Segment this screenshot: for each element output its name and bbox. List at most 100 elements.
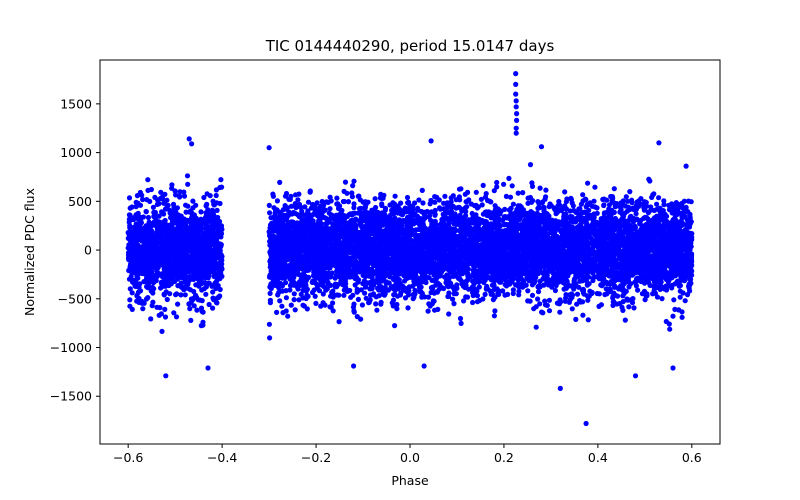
data-point xyxy=(454,282,460,288)
data-point xyxy=(173,314,180,320)
data-point xyxy=(270,191,276,197)
data-point xyxy=(178,292,184,298)
data-point xyxy=(162,206,169,212)
data-point xyxy=(494,184,500,190)
data-point xyxy=(190,198,196,204)
data-point xyxy=(535,296,541,302)
data-point xyxy=(169,182,175,188)
data-point xyxy=(563,206,570,212)
data-point xyxy=(214,300,220,306)
data-point xyxy=(181,193,188,199)
data-point xyxy=(127,297,133,303)
data-point xyxy=(148,186,154,193)
data-point xyxy=(356,269,363,275)
data-point xyxy=(295,197,301,203)
data-point xyxy=(502,292,508,298)
data-point xyxy=(389,300,395,306)
data-point xyxy=(327,194,333,200)
data-point xyxy=(126,195,133,201)
data-point xyxy=(204,201,210,207)
data-point xyxy=(289,211,295,217)
data-point xyxy=(177,189,183,195)
data-point xyxy=(267,210,273,216)
data-point xyxy=(626,304,632,310)
data-point xyxy=(214,207,220,213)
data-point xyxy=(645,209,652,215)
data-point xyxy=(410,296,416,302)
data-point xyxy=(182,292,188,298)
data-point xyxy=(680,290,686,296)
data-point xyxy=(416,197,422,203)
data-point xyxy=(203,291,209,297)
data-point xyxy=(557,309,563,315)
data-point xyxy=(622,317,628,323)
data-point xyxy=(434,194,440,200)
data-point xyxy=(335,201,341,207)
data-point xyxy=(529,292,536,298)
data-point xyxy=(428,285,434,291)
data-point xyxy=(217,286,223,293)
data-point xyxy=(287,287,293,293)
data-point xyxy=(604,291,610,297)
data-point xyxy=(461,298,467,304)
data-point xyxy=(285,313,291,319)
data-point xyxy=(470,299,476,306)
data-point xyxy=(183,209,189,215)
data-points xyxy=(125,71,695,427)
data-point xyxy=(667,326,673,332)
data-point xyxy=(651,215,658,221)
data-point xyxy=(279,303,285,309)
data-point xyxy=(501,181,507,187)
data-point xyxy=(503,277,509,284)
data-point xyxy=(296,201,303,208)
data-point xyxy=(627,189,633,195)
data-point xyxy=(450,296,456,302)
data-point xyxy=(350,183,356,189)
data-point xyxy=(185,181,191,187)
data-point xyxy=(425,308,431,314)
data-point xyxy=(288,302,294,308)
data-point xyxy=(516,292,522,298)
data-point xyxy=(363,295,369,301)
data-point xyxy=(533,324,539,330)
data-point xyxy=(291,297,297,303)
data-point xyxy=(145,177,151,183)
data-point xyxy=(341,212,347,219)
data-point xyxy=(349,190,355,196)
data-point xyxy=(148,316,154,322)
data-point xyxy=(135,275,141,281)
data-point xyxy=(609,194,616,200)
data-point xyxy=(670,313,676,319)
data-point xyxy=(379,201,385,207)
data-point xyxy=(207,193,213,199)
data-point xyxy=(463,213,469,219)
data-point xyxy=(682,298,688,304)
data-point xyxy=(607,286,613,292)
data-point xyxy=(167,291,173,297)
data-point xyxy=(573,316,579,322)
data-point xyxy=(574,301,580,307)
data-point xyxy=(458,186,464,192)
data-point xyxy=(656,195,662,201)
data-point xyxy=(183,223,189,229)
data-point xyxy=(140,306,146,312)
data-point xyxy=(353,216,359,222)
data-point xyxy=(509,183,515,189)
data-point xyxy=(373,301,379,307)
data-point xyxy=(449,217,456,223)
data-point xyxy=(140,196,146,203)
data-point xyxy=(476,279,482,285)
data-point xyxy=(302,204,308,210)
data-point xyxy=(340,198,346,205)
data-point xyxy=(171,310,177,316)
data-point xyxy=(327,206,333,212)
data-point xyxy=(686,285,692,291)
data-point xyxy=(427,201,433,207)
data-point xyxy=(420,200,426,206)
data-point xyxy=(542,298,548,304)
data-point xyxy=(488,215,494,221)
data-point xyxy=(359,302,365,308)
data-point xyxy=(362,290,368,296)
data-point xyxy=(451,301,457,307)
data-point xyxy=(150,204,156,210)
